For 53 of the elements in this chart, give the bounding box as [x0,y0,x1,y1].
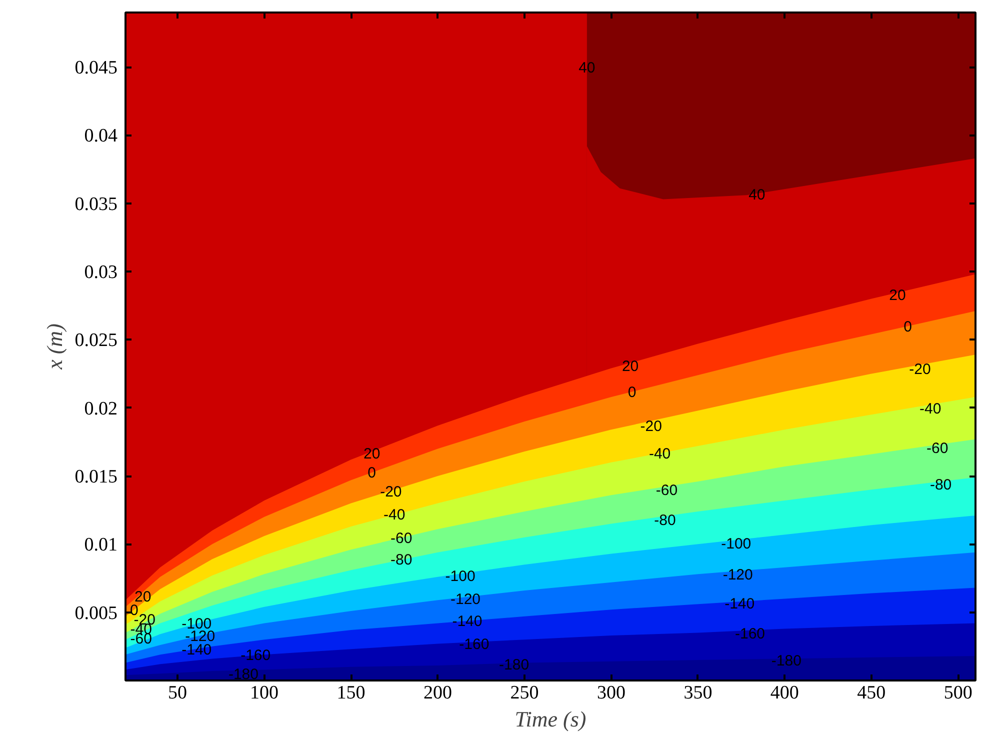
annotation: -180 [771,652,802,670]
annotation: 0 [628,384,636,401]
x-tick-label: 50 [168,682,188,704]
annotation: 0 [904,318,912,336]
x-tick-label: 200 [423,682,452,704]
x-tick-label: 150 [336,682,366,704]
annotation: -180 [228,666,258,684]
x-tick-label: 300 [596,682,626,704]
annotation: -160 [459,636,490,654]
y-axis-title: x (m) [42,324,67,370]
annotation: -80 [390,552,412,569]
annotation: -20 [640,418,662,436]
annotation: -60 [926,440,948,457]
annotation: -120 [450,591,481,608]
y-tick-label: 0.03 [84,262,118,284]
annotation: 40 [748,186,766,204]
y-tick-label: 0.04 [84,126,118,147]
annotation: -80 [654,512,676,530]
annotation: -20 [380,484,402,501]
annotation: -60 [390,530,412,547]
y-tick-label: 0.005 [74,602,118,624]
annotation: -180 [499,656,530,674]
y-tick-label: 0.02 [84,398,118,420]
x-tick-label: 100 [250,682,279,704]
annotation: -20 [909,360,931,378]
annotation: -140 [452,613,482,630]
annotation: -100 [445,568,476,586]
x-tick-label: 350 [684,682,712,704]
annotation: -160 [240,647,271,664]
x-tick-label: 500 [944,682,972,704]
y-tick-label: 0.035 [74,194,118,215]
annotation: 40 [578,60,596,77]
annotation: -140 [724,595,755,612]
y-tick-label: 0.015 [74,466,118,488]
annotation: -60 [656,482,678,500]
annotation: -120 [722,566,753,584]
annotation: -160 [734,625,766,642]
x-tick-label: 400 [770,682,799,704]
annotation: 20 [622,358,639,376]
annotation: -40 [920,400,942,418]
y-tick-label: 0.025 [74,330,118,352]
x-tick-label: 450 [857,682,886,704]
annotation: -80 [930,476,952,494]
x-axis-title: Time (s) [514,706,586,732]
annotation: -40 [648,445,671,462]
annotation: 20 [889,287,906,304]
annotation: 20 [363,445,380,462]
y-tick-label: 0.045 [74,58,118,79]
y-tick-label: 0.01 [84,534,118,556]
x-tick-label: 250 [510,682,539,704]
annotation: -40 [384,506,406,524]
annotation: -100 [721,535,752,552]
annotation: 0 [368,464,376,482]
